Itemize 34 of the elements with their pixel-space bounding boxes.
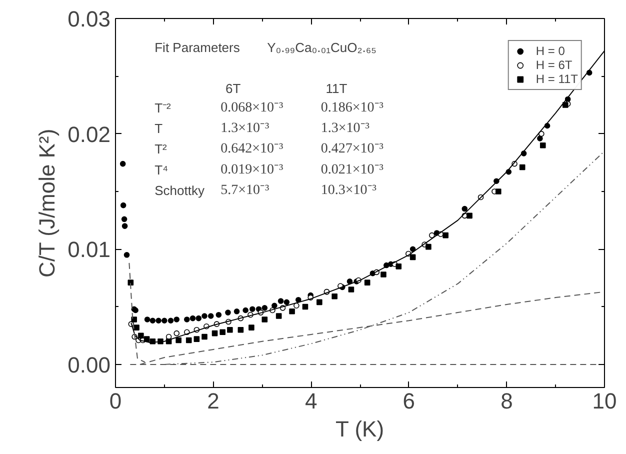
legend-label: H = 0 [536, 44, 565, 58]
annotation: Fit Parameters [154, 40, 240, 55]
annotation: 1.3×10⁻³ [220, 121, 270, 136]
y-tick-label: 0.00 [68, 352, 111, 378]
annotation: T⁻² [154, 100, 172, 116]
annotation: 0.642×10⁻³ [220, 142, 284, 157]
annotation: 0.021×10⁻³ [320, 162, 384, 178]
annotation: 0.186×10⁻³ [320, 100, 384, 116]
x-tick-label: 6 [402, 388, 416, 414]
x-tick-label: 8 [500, 388, 513, 414]
annotation: 0.019×10⁻³ [220, 162, 284, 178]
annotation: 5.7×10⁻³ [220, 182, 270, 198]
annotation: Schottky [154, 182, 205, 198]
x-tick-label: 2 [207, 388, 220, 414]
x-axis-title: T (K) [336, 416, 384, 442]
annotation: 0.068×10⁻³ [220, 100, 284, 116]
annotation: Y₀.₉₉Ca₀.₀₁CuO₂.₆₅ [267, 40, 376, 55]
annotation: 11T [326, 81, 348, 96]
x-tick-label: 0 [109, 388, 122, 414]
annotation: 6T [226, 81, 241, 96]
annotation: 10.3×10⁻³ [320, 182, 376, 198]
annotation: T⁴ [154, 162, 168, 178]
legend-label: H = 11T [536, 72, 578, 86]
x-tick-label: 4 [304, 388, 318, 414]
annotation: T² [154, 142, 168, 157]
annotation: 0.427×10⁻³ [320, 142, 384, 157]
y-tick-label: 0.02 [68, 122, 111, 147]
y-axis-title: C/T (J/mole K²) [34, 128, 60, 278]
annotation: 1.3×10⁻³ [320, 121, 370, 136]
y-tick-label: 0.01 [68, 237, 111, 262]
x-tick-label: 10 [592, 388, 617, 414]
annotation: T [154, 121, 163, 136]
y-tick-label: 0.03 [68, 6, 111, 32]
legend-label: H = 6T [536, 58, 572, 72]
